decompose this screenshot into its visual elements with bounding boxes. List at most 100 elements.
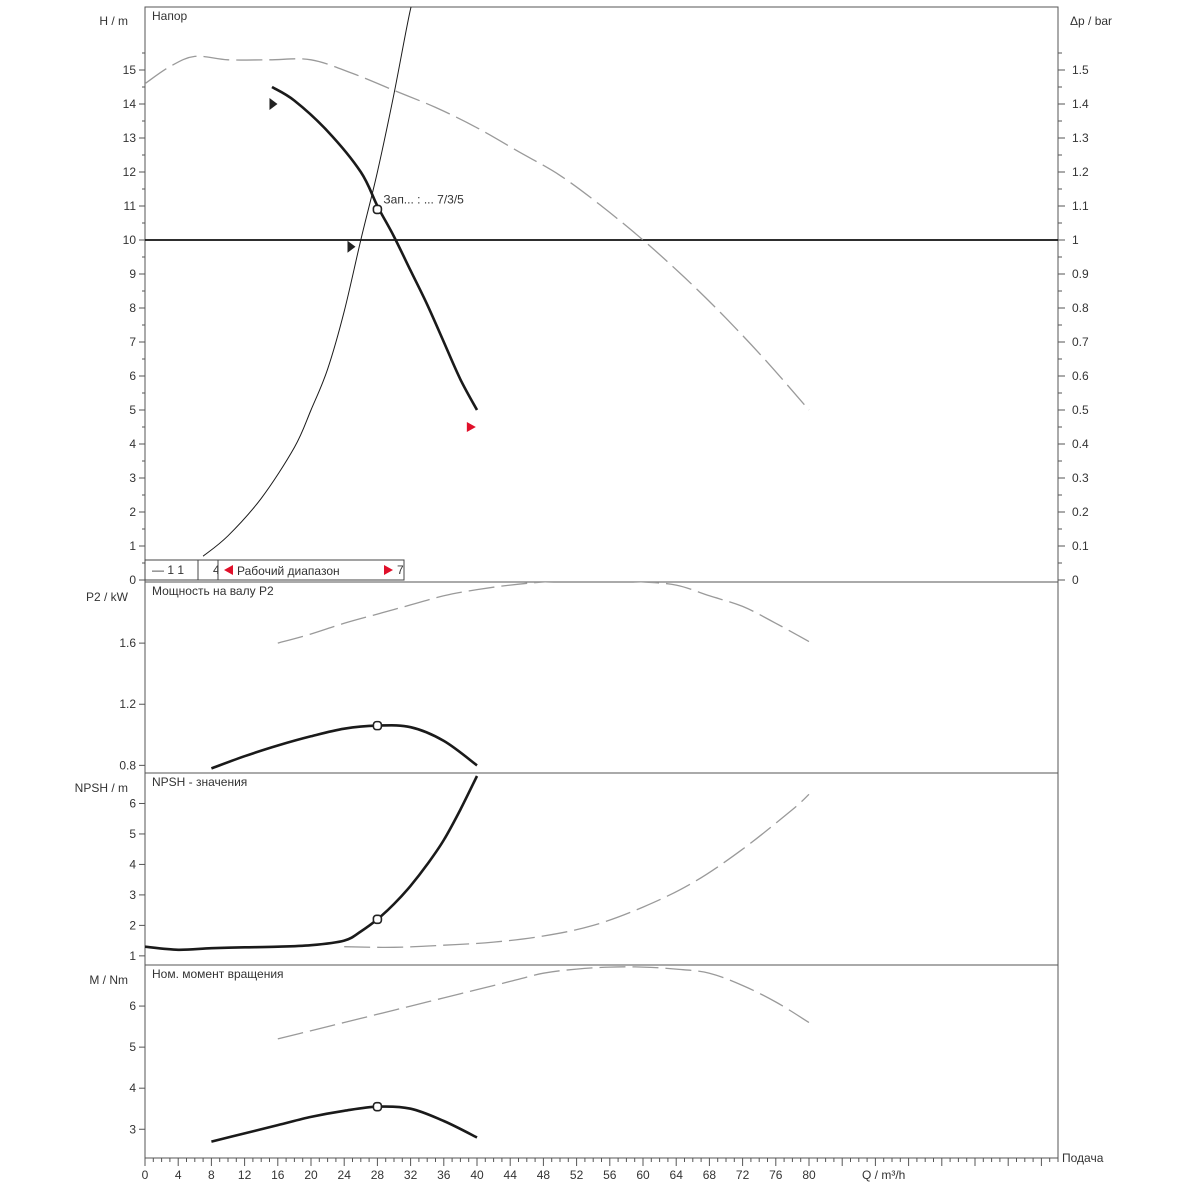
y-tick-label: 11 — [124, 199, 137, 213]
x-tick-label: 32 — [404, 1168, 418, 1182]
x-tick-label: 64 — [670, 1168, 684, 1182]
y-tick-label-right: 0.6 — [1072, 369, 1089, 383]
y-tick-label: 1.6 — [119, 636, 136, 650]
series-line-main — [211, 1105, 478, 1143]
y-tick-label: 4 — [129, 857, 136, 871]
y-tick-label-right: 1.3 — [1072, 131, 1089, 145]
series-group — [145, 7, 810, 557]
y-tick-label-right: 0.5 — [1072, 403, 1089, 417]
y-tick-label: 5 — [129, 1040, 136, 1054]
y-axis-label: H / m — [99, 14, 128, 28]
legend-arrow-left — [224, 565, 233, 575]
panel-title: Напор — [152, 9, 188, 23]
panel-title: Ном. момент вращения — [152, 967, 284, 981]
y-tick-label-right: 1.2 — [1072, 165, 1089, 179]
curve-end-marker — [347, 240, 356, 253]
x-axis: 0 4 8 12 16 20 24 28 32 36 40 44 48 52 56 60 64 68 72 76 80 Q… — [142, 1151, 1104, 1182]
y-tick-label: 3 — [129, 1122, 136, 1136]
curve-end-marker — [269, 98, 278, 110]
y-tick-label: 9 — [129, 267, 136, 281]
panel-title: Мощность на валу P2 — [152, 584, 274, 598]
operating-point-label: Зап... : ... 7/3/5 — [383, 192, 464, 206]
y-tick-label: 1 — [129, 949, 136, 963]
y-tick-label: 6 — [129, 796, 136, 810]
x-tick-label: 0 — [142, 1168, 149, 1182]
y-tick-label: 4 — [129, 1081, 136, 1095]
x-tick-label: 40 — [470, 1168, 484, 1182]
operating-point — [372, 914, 383, 925]
y-tick-label: 4 — [129, 437, 136, 451]
series-group — [211, 966, 810, 1143]
legend-item-1: — 1 1 — [152, 563, 184, 577]
y-tick-label-right: 1.1 — [1072, 199, 1089, 213]
series-line-reference — [145, 55, 810, 411]
x-tick-label: 12 — [238, 1168, 252, 1182]
legend-box-3 — [217, 559, 405, 581]
legend-item-3: Рабочий диапазон — [237, 564, 340, 578]
y-tick-label: 6 — [129, 999, 136, 1013]
y-tick-label: 5 — [129, 403, 136, 417]
operating-point — [372, 1101, 383, 1112]
x-tick-label: 20 — [304, 1168, 318, 1182]
panel-title: NPSH - значения — [152, 775, 247, 789]
series-group — [210, 582, 810, 770]
x-tick-label: 4 — [175, 1168, 182, 1182]
y-tick-label: 3 — [129, 471, 136, 485]
y-axis-label: NPSH / m — [75, 781, 128, 795]
legend-item-4: 7 — [397, 563, 404, 577]
x-tick-label: 56 — [603, 1168, 617, 1182]
y-tick-label-right: 0.3 — [1072, 471, 1089, 485]
y-tick-label-right: 0.7 — [1072, 335, 1089, 349]
x-axis-label: Подача — [1062, 1151, 1104, 1165]
series-line-reference — [277, 966, 810, 1040]
y-tick-label: 1.2 — [119, 697, 136, 711]
y-tick-label: 7 — [129, 335, 136, 349]
y-axis-label-right: Δp / bar — [1070, 14, 1112, 28]
operating-point — [372, 204, 383, 215]
series-line-main — [271, 85, 479, 411]
y-tick-label-right: 1.5 — [1072, 63, 1089, 77]
legend-item-2: 4 — [213, 563, 220, 577]
x-tick-label: 60 — [636, 1168, 650, 1182]
series-line-reference — [344, 793, 810, 949]
x-tick-label: 52 — [570, 1168, 584, 1182]
y-tick-label: 8 — [129, 301, 136, 315]
y-tick-label: 15 — [123, 63, 137, 77]
series-line-main — [210, 724, 478, 770]
y-tick-label: 14 — [123, 97, 137, 111]
x-tick-label: 48 — [537, 1168, 551, 1182]
legend-arrow-right — [384, 565, 393, 575]
x-tick-label: 68 — [703, 1168, 717, 1182]
y-tick-label: 0.8 — [119, 758, 136, 772]
operating-point — [372, 720, 383, 731]
series-group — [145, 775, 810, 952]
y-tick-label-right: 0.4 — [1072, 437, 1089, 451]
x-tick-label: 8 — [208, 1168, 215, 1182]
y-tick-label: 12 — [123, 165, 137, 179]
y-tick-label: 5 — [129, 827, 136, 841]
y-axis-label: M / Nm — [89, 973, 128, 987]
y-tick-label: 6 — [129, 369, 136, 383]
x-axis-unit: Q / m³/h — [862, 1168, 905, 1182]
y-tick-label-right: 0.1 — [1072, 539, 1089, 553]
y-tick-label: 2 — [129, 505, 136, 519]
y-tick-label-right: 0.2 — [1072, 505, 1089, 519]
panel-2: Мощность на валу P2 P2 / kW 0.8 1.2 1.6 — [86, 581, 1059, 774]
y-tick-label-right: 0.9 — [1072, 267, 1089, 281]
y-tick-label: 2 — [129, 918, 136, 932]
y-tick-label: 0 — [129, 573, 136, 587]
x-tick-label: 80 — [802, 1168, 816, 1182]
x-tick-label: 72 — [736, 1168, 750, 1182]
x-tick-label: 44 — [504, 1168, 518, 1182]
x-tick-label: 28 — [371, 1168, 385, 1182]
x-tick-label: 36 — [437, 1168, 451, 1182]
y-tick-label-right: 1.4 — [1072, 97, 1089, 111]
y-tick-label-right: 0 — [1072, 573, 1079, 587]
x-tick-label: 16 — [271, 1168, 285, 1182]
series-line-system — [202, 7, 412, 557]
series-line-main — [145, 775, 479, 952]
y-tick-label-right: 0.8 — [1072, 301, 1089, 315]
